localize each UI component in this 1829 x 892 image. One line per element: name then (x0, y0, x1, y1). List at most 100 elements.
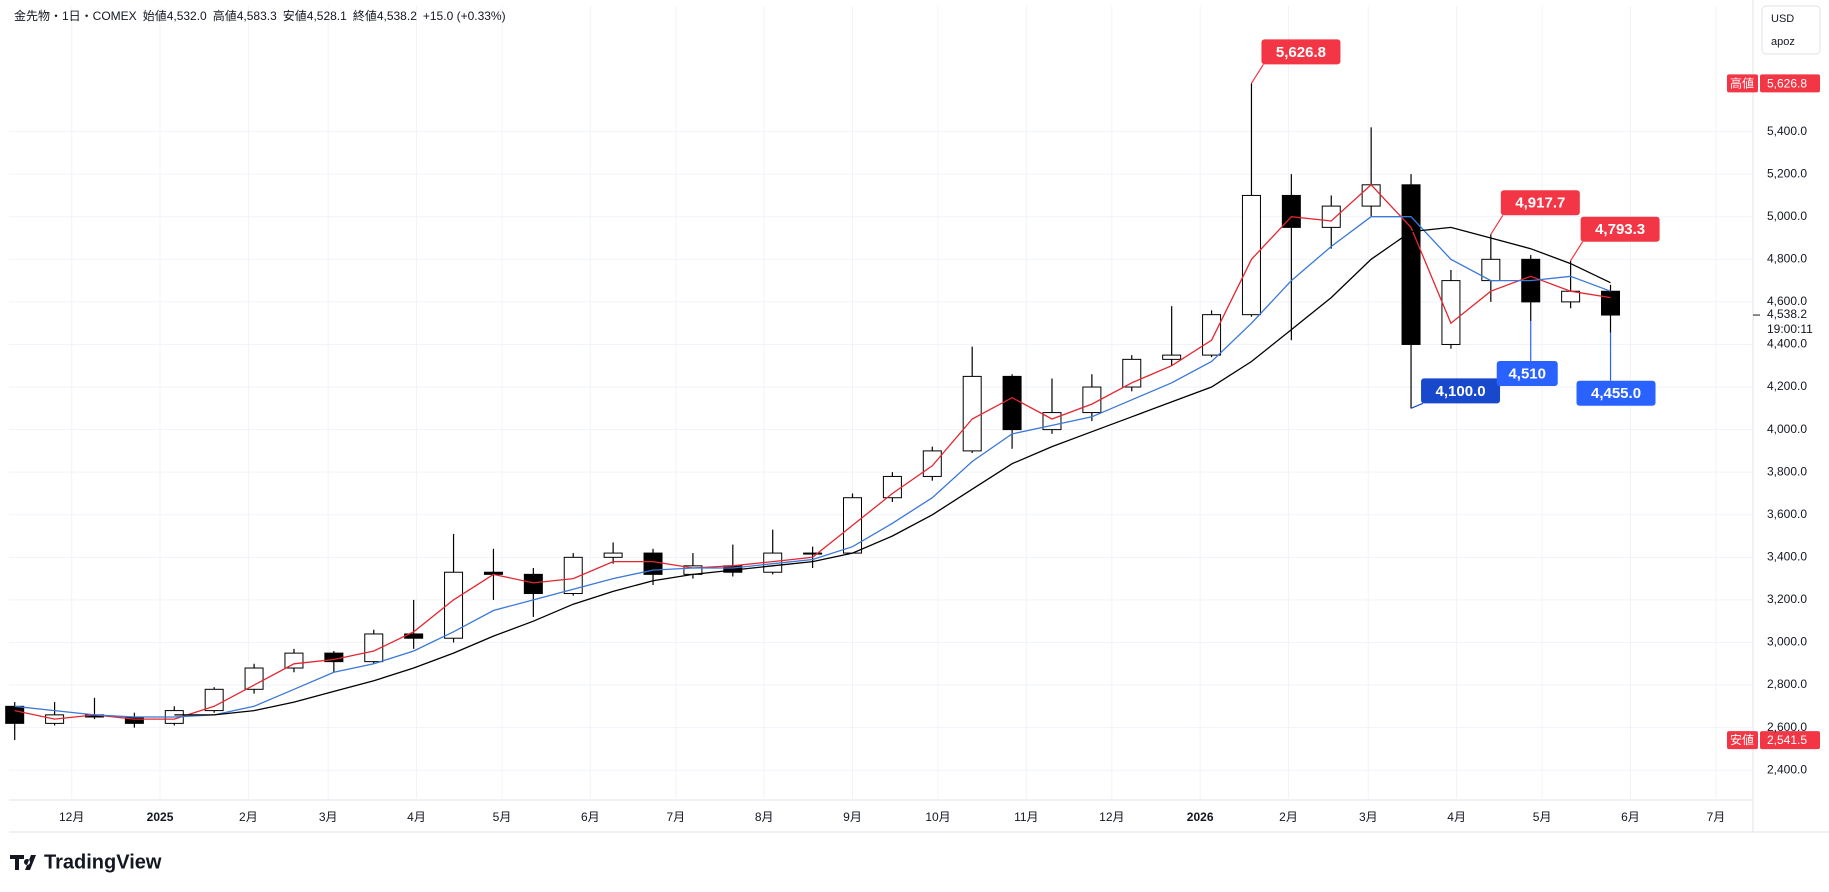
x-tick-label: 2026 (1187, 810, 1214, 824)
annotation-box (1261, 39, 1341, 65)
y-tick-label: 5,000.0 (1767, 209, 1807, 223)
grid (9, 6, 1753, 800)
price-tag-bg (1760, 731, 1820, 750)
price-tag-value: 2,541.5 (1767, 733, 1807, 747)
y-tick-label: 4,600.0 (1767, 294, 1807, 308)
y-tick-label: 2,400.0 (1767, 762, 1807, 776)
annotation-connector (1410, 402, 1424, 409)
price-tag-name-bg (1727, 74, 1758, 93)
annotation-box (1580, 216, 1660, 242)
annotation-label: 4,455.0 (1591, 385, 1641, 402)
y-tick-label: 2,800.0 (1767, 677, 1807, 691)
annotation-box (1500, 190, 1580, 216)
x-tick-label: 9月 (843, 810, 862, 824)
overlay: 5,626.8 4,917.7 4,793.3 4,100.0 4,510 4,455.0… (1250, 39, 1820, 750)
candle-body (523, 573, 543, 595)
price-tag-name: 安値 (1730, 732, 1754, 747)
currency: USD (1771, 13, 1794, 25)
annotation-label: 4,793.3 (1595, 221, 1645, 238)
annotation-connector (1490, 214, 1504, 235)
candle-body (1082, 386, 1102, 414)
x-tick-label: 3月 (1359, 810, 1378, 824)
x-tick-label: 8月 (755, 810, 774, 824)
candle-body (922, 450, 942, 477)
x-tick-label: 4月 (407, 810, 426, 824)
candle-body (1601, 290, 1621, 316)
moving-average-line (14, 216, 1611, 718)
y-tick-label: 4,200.0 (1767, 379, 1807, 393)
annotation-box (1496, 361, 1558, 387)
close-value: 終値4,538.2 (353, 8, 417, 23)
y-tick-label: 3,000.0 (1767, 635, 1807, 649)
high-value: 高値4,583.3 (213, 8, 277, 23)
price-tag-name-bg (1727, 731, 1758, 750)
candle-body (1441, 280, 1461, 345)
x-tick-label: 11月 (1014, 810, 1038, 824)
annotation-connector (1570, 241, 1584, 262)
user: apoz (1771, 36, 1795, 48)
x-tick-label: 12月 (59, 810, 84, 824)
candle-body (244, 667, 264, 690)
y-tick-label: 5,400.0 (1767, 124, 1807, 138)
x-tick-label: 6月 (581, 810, 600, 824)
candle-body (5, 705, 25, 724)
x-tick-label: 2月 (239, 810, 258, 824)
y-tick-label: 4,400.0 (1767, 337, 1807, 351)
candle-body (1002, 375, 1022, 431)
candle-body (1122, 358, 1142, 388)
price-tag-bg (1760, 74, 1820, 93)
low-value: 安値4,528.1 (283, 8, 347, 23)
x-tick-label: 4月 (1447, 810, 1466, 824)
x-tick-label: 7月 (666, 810, 685, 824)
y-tick-label: 4,000.0 (1767, 422, 1807, 436)
x-tick-label: 5月 (493, 810, 512, 824)
annotation-label: 4,917.7 (1515, 195, 1565, 212)
x-tick-label: 3月 (319, 810, 338, 824)
candle-body (643, 552, 663, 575)
x-tick-label: 2025 (147, 810, 174, 824)
y-tick-label: 2,600.0 (1767, 720, 1807, 734)
annotation-connector (1250, 63, 1264, 84)
currency-box[interactable] (1761, 5, 1821, 55)
y-tick-label: 3,400.0 (1767, 550, 1807, 564)
brand-logo: TradingView (10, 851, 162, 873)
last-price: 4,538.2 (1767, 307, 1807, 321)
candle-body (1241, 194, 1261, 316)
logo-icon (10, 855, 36, 870)
annotation-label: 4,100.0 (1436, 383, 1486, 400)
moving-average-line (14, 183, 1611, 720)
candle-body (803, 552, 823, 555)
x-tick-label: 6月 (1621, 810, 1640, 824)
candle-body (1202, 314, 1222, 356)
candle-body (1401, 184, 1421, 345)
annotation-label: 5,626.8 (1276, 44, 1326, 61)
candle-body (204, 688, 224, 712)
candle-body (603, 552, 623, 558)
y-tick-label: 3,200.0 (1767, 592, 1807, 606)
x-tick-label: 5月 (1533, 810, 1552, 824)
y-tick-label: 5,200.0 (1767, 166, 1807, 180)
header: 金先物・1日・COMEX 始値4,532.0 高値4,583.3 安値4,528.1 終… (14, 8, 506, 23)
moving-average-line (174, 226, 1611, 716)
x-tick-label: 12月 (1099, 810, 1124, 824)
candle-body (1361, 184, 1381, 207)
symbol: 金先物・1日・COMEX (14, 8, 137, 23)
open-value: 始値4,532.0 (143, 8, 207, 23)
y-tick-label: 3,600.0 (1767, 507, 1807, 521)
y-tick-label: 4,800.0 (1767, 251, 1807, 265)
brand: TradingView (44, 851, 162, 873)
change-value: +15.0 (+0.33%) (423, 9, 506, 23)
price-tag-value: 5,626.8 (1767, 76, 1807, 90)
x-tick-label: 10月 (925, 810, 950, 824)
countdown: 19:00:11 (1767, 322, 1813, 336)
plot (5, 83, 1621, 741)
annotation-label: 4,510 (1508, 366, 1546, 383)
x-tick-label: 2月 (1279, 810, 1298, 824)
candle-body (444, 571, 464, 639)
candle-body (1162, 354, 1182, 360)
annotation-box (1576, 380, 1656, 406)
candle-body (364, 633, 384, 663)
x-tick-label: 7月 (1707, 810, 1726, 824)
